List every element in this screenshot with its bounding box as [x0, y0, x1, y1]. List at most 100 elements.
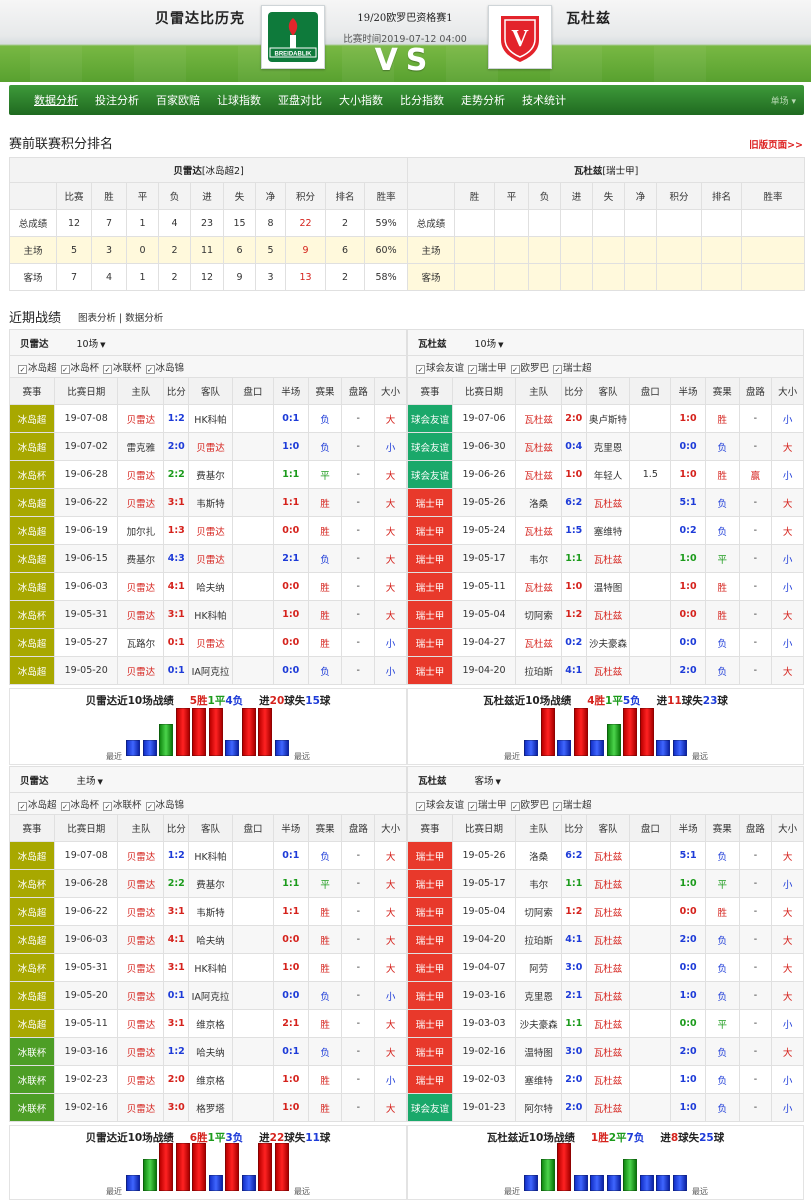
home-team-cell[interactable]: 贝雷达	[117, 953, 165, 982]
competition-checkbox[interactable]: ✓ 冰岛超	[18, 799, 57, 811]
checkbox-checked-icon[interactable]: ✓	[18, 364, 27, 374]
league-cell[interactable]: 瑞士甲	[407, 897, 453, 926]
away-team-cell[interactable]: 韦斯特	[188, 897, 233, 926]
away-team-cell[interactable]: 维京格	[188, 1009, 233, 1038]
recent-filter-select[interactable]: 客场 ▼	[474, 775, 501, 787]
old-version-link[interactable]: 旧版页面>>	[749, 140, 803, 151]
league-cell[interactable]: 冰岛超	[9, 488, 55, 517]
nav-betting-analysis[interactable]: 投注分析	[95, 94, 139, 107]
league-cell[interactable]: 冰岛杯	[9, 460, 55, 489]
away-team-cell[interactable]: 哈夫纳	[188, 572, 233, 601]
home-team-cell[interactable]: 加尔扎	[117, 516, 165, 545]
home-team-cell[interactable]: 贝雷达	[117, 841, 165, 870]
recent-team-name[interactable]: 贝雷达	[20, 338, 49, 350]
recent-team-name[interactable]: 贝雷达	[20, 775, 49, 787]
league-cell[interactable]: 球会友谊	[407, 460, 453, 489]
competition-checkbox[interactable]: ✓ 球会友谊	[416, 362, 465, 374]
checkbox-checked-icon[interactable]: ✓	[416, 364, 425, 374]
competition-checkbox[interactable]: ✓ 冰联杯	[103, 799, 142, 811]
away-team-cell[interactable]: 瓦杜兹	[585, 1037, 631, 1066]
away-team-cell[interactable]: HK科帕	[188, 953, 233, 982]
competition-checkbox[interactable]: ✓ 球会友谊	[416, 799, 465, 811]
checkbox-checked-icon[interactable]: ✓	[18, 801, 27, 811]
away-team-cell[interactable]: 克里恩	[585, 432, 631, 461]
league-cell[interactable]: 瑞士甲	[407, 953, 453, 982]
nav-handicap-index[interactable]: 让球指数	[217, 94, 261, 107]
league-cell[interactable]: 瑞士甲	[407, 981, 453, 1010]
away-team-cell[interactable]: 费基尔	[188, 460, 233, 489]
nav-over-under[interactable]: 大小指数	[339, 94, 383, 107]
away-team-cell[interactable]: 瓦杜兹	[585, 1065, 631, 1094]
away-team-cell[interactable]: 瓦杜兹	[585, 981, 631, 1010]
league-cell[interactable]: 瑞士甲	[407, 572, 453, 601]
home-team-cell[interactable]: 贝雷达	[117, 656, 165, 685]
checkbox-checked-icon[interactable]: ✓	[468, 364, 478, 374]
home-team-cell[interactable]: 洛桑	[515, 488, 563, 517]
league-cell[interactable]: 冰岛超	[8, 897, 56, 926]
home-team-cell[interactable]: 瓦路尔	[117, 628, 165, 657]
home-team-cell[interactable]: 瓦杜兹	[515, 404, 563, 433]
league-cell[interactable]: 冰岛超	[8, 925, 56, 954]
league-cell[interactable]: 瑞士甲	[407, 841, 453, 870]
away-team-cell[interactable]: 贝雷达	[188, 628, 233, 657]
away-team-cell[interactable]: IA阿克拉	[188, 656, 233, 685]
league-cell[interactable]: 瑞士甲	[407, 1009, 453, 1038]
home-team-cell[interactable]: 拉珀斯	[515, 656, 563, 685]
home-team-cell[interactable]: 贝雷达	[117, 1037, 165, 1066]
away-team-cell[interactable]: 贝雷达	[188, 432, 233, 461]
competition-checkbox[interactable]: ✓ 冰联杯	[103, 362, 142, 374]
home-team-logo[interactable]: BREIDABLIK	[261, 5, 325, 69]
checkbox-checked-icon[interactable]: ✓	[103, 801, 113, 811]
league-cell[interactable]: 瑞士甲	[407, 488, 453, 517]
league-cell[interactable]: 冰岛超	[8, 1009, 56, 1038]
away-team-cell[interactable]: 瓦杜兹	[585, 1009, 631, 1038]
league-cell[interactable]: 冰联杯	[8, 1093, 56, 1122]
away-team-cell[interactable]: 哈夫纳	[188, 1037, 233, 1066]
away-team-cell[interactable]: 贝雷达	[188, 544, 233, 573]
away-team-cell[interactable]: 沙夫豪森	[585, 628, 631, 657]
league-cell[interactable]: 冰岛超	[8, 841, 56, 870]
checkbox-checked-icon[interactable]: ✓	[145, 801, 155, 811]
home-team-cell[interactable]: 瓦杜兹	[515, 460, 563, 489]
away-team-cell[interactable]: 塞维特	[585, 516, 631, 545]
away-team-logo[interactable]: V	[488, 5, 552, 69]
competition-checkbox[interactable]: ✓ 瑞士甲	[468, 799, 507, 811]
league-cell[interactable]: 瑞士甲	[407, 925, 453, 954]
checkbox-checked-icon[interactable]: ✓	[510, 801, 520, 811]
home-team-cell[interactable]: 瓦杜兹	[515, 628, 563, 657]
home-team-cell[interactable]: 塞维特	[515, 1065, 563, 1094]
away-team-cell[interactable]: 瓦杜兹	[585, 869, 631, 898]
checkbox-checked-icon[interactable]: ✓	[553, 801, 563, 811]
away-team-cell[interactable]: 瓦杜兹	[585, 897, 631, 926]
away-team-cell[interactable]: 瓦杜兹	[585, 1093, 631, 1122]
away-team-cell[interactable]: 奥卢斯特	[585, 404, 631, 433]
away-team-cell[interactable]: HK科帕	[188, 404, 233, 433]
league-cell[interactable]: 冰岛超	[9, 572, 55, 601]
away-team-cell[interactable]: 瓦杜兹	[585, 488, 631, 517]
recent-filter-select[interactable]: 10场 ▼	[76, 338, 106, 350]
league-cell[interactable]: 冰联杯	[8, 1065, 56, 1094]
home-team-cell[interactable]: 贝雷达	[117, 869, 165, 898]
league-cell[interactable]: 瑞士甲	[407, 869, 453, 898]
home-team-cell[interactable]: 贝雷达	[117, 460, 165, 489]
home-team-cell[interactable]: 贝雷达	[117, 1093, 165, 1122]
checkbox-checked-icon[interactable]: ✓	[468, 801, 478, 811]
league-cell[interactable]: 瑞士甲	[407, 516, 453, 545]
home-team-cell[interactable]: 克里恩	[515, 981, 563, 1010]
home-team-cell[interactable]: 贝雷达	[117, 600, 165, 629]
recent-team-name[interactable]: 瓦杜兹	[418, 775, 447, 787]
league-cell[interactable]: 冰岛超	[8, 981, 56, 1010]
home-team-cell[interactable]: 贝雷达	[117, 897, 165, 926]
recent-team-name[interactable]: 瓦杜兹	[418, 338, 447, 350]
home-team-cell[interactable]: 沙夫豪森	[515, 1009, 563, 1038]
away-team-cell[interactable]: 瓦杜兹	[585, 841, 631, 870]
nav-score-index[interactable]: 比分指数	[400, 94, 444, 107]
home-team-name[interactable]: 贝雷达比历克	[155, 11, 245, 27]
home-team-cell[interactable]: 贝雷达	[117, 925, 165, 954]
away-team-cell[interactable]: 韦斯特	[188, 488, 233, 517]
home-team-cell[interactable]: 雷克雅	[117, 432, 165, 461]
nav-euro-odds[interactable]: 百家欧赔	[156, 94, 200, 107]
data-analysis-link[interactable]: 数据分析	[125, 313, 164, 324]
league-cell[interactable]: 冰岛超	[9, 544, 55, 573]
competition-checkbox[interactable]: ✓ 欧罗巴	[510, 362, 550, 374]
